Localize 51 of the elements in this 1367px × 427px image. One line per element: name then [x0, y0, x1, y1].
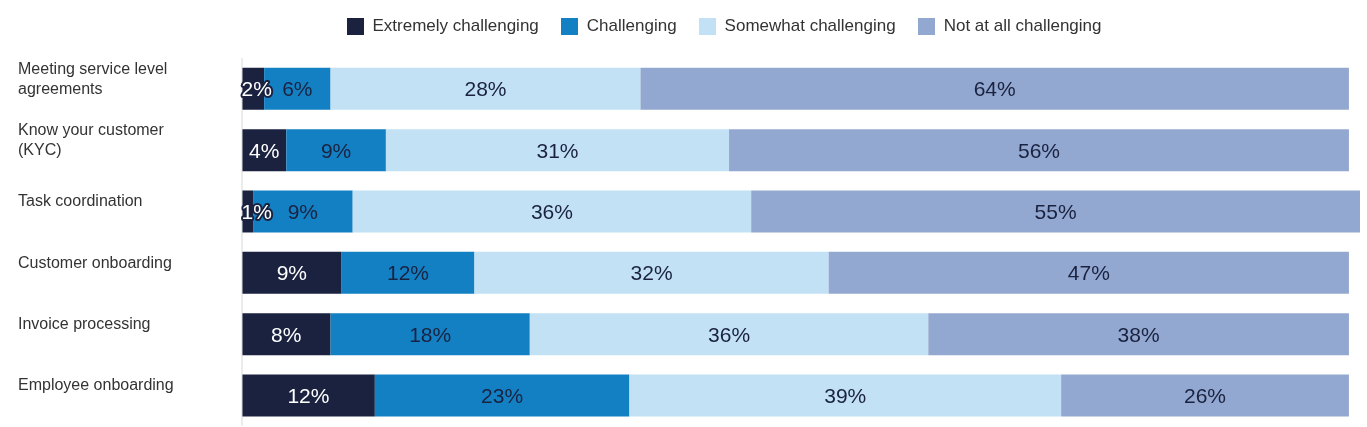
legend-label: Not at all challenging — [942, 16, 1102, 36]
y-tick-label: Know your customer (KYC) — [18, 121, 165, 159]
bar — [729, 129, 1349, 172]
y-tick-label: Customer onboarding — [18, 253, 172, 271]
bar — [330, 67, 641, 110]
bar — [928, 313, 1349, 356]
bar — [1061, 374, 1349, 417]
data-label: 32% — [630, 261, 673, 285]
bar — [529, 313, 929, 356]
legend-label: Somewhat challenging — [723, 16, 896, 36]
bar — [374, 374, 630, 417]
data-label: 6% — [282, 77, 313, 101]
bar — [330, 313, 530, 356]
data-label: 4% — [248, 138, 280, 162]
data-label: 64% — [973, 77, 1016, 101]
legend-label: Challenging — [585, 16, 677, 36]
data-label: 47% — [1067, 261, 1110, 285]
data-label: 36% — [530, 199, 573, 223]
y-tick-label: Meeting service level agreements — [18, 59, 168, 97]
bar — [629, 374, 1062, 417]
y-tick-label: Invoice processing — [18, 315, 151, 333]
data-label: 55% — [1034, 199, 1077, 223]
bar — [828, 251, 1349, 294]
data-label: 23% — [481, 383, 524, 407]
data-label: 12% — [387, 261, 430, 285]
data-label: 26% — [1184, 383, 1227, 407]
bar — [242, 374, 375, 417]
bar — [352, 190, 752, 233]
y-tick-label: Employee onboarding — [18, 376, 174, 394]
data-label: 28% — [464, 77, 507, 101]
data-label: 9% — [320, 138, 352, 162]
data-label: 39% — [824, 383, 867, 407]
bar — [286, 129, 386, 172]
bar — [385, 129, 730, 172]
data-label: 31% — [536, 138, 579, 162]
bar — [242, 251, 342, 294]
data-label: 8% — [271, 322, 302, 346]
bar — [640, 67, 1349, 110]
data-label: 9% — [287, 199, 319, 223]
bar — [341, 251, 475, 294]
data-label: 18% — [409, 322, 452, 346]
bar — [474, 251, 829, 294]
data-label: 56% — [1017, 138, 1061, 162]
data-label: 9% — [276, 261, 307, 285]
y-tick-label: Task coordination — [18, 192, 143, 210]
legend-label: Extremely challenging — [371, 16, 539, 36]
bar — [242, 313, 331, 356]
data-label: 36% — [708, 322, 751, 346]
bar — [751, 190, 1360, 233]
data-label: 12% — [287, 383, 330, 407]
data-label: 38% — [1117, 322, 1160, 346]
